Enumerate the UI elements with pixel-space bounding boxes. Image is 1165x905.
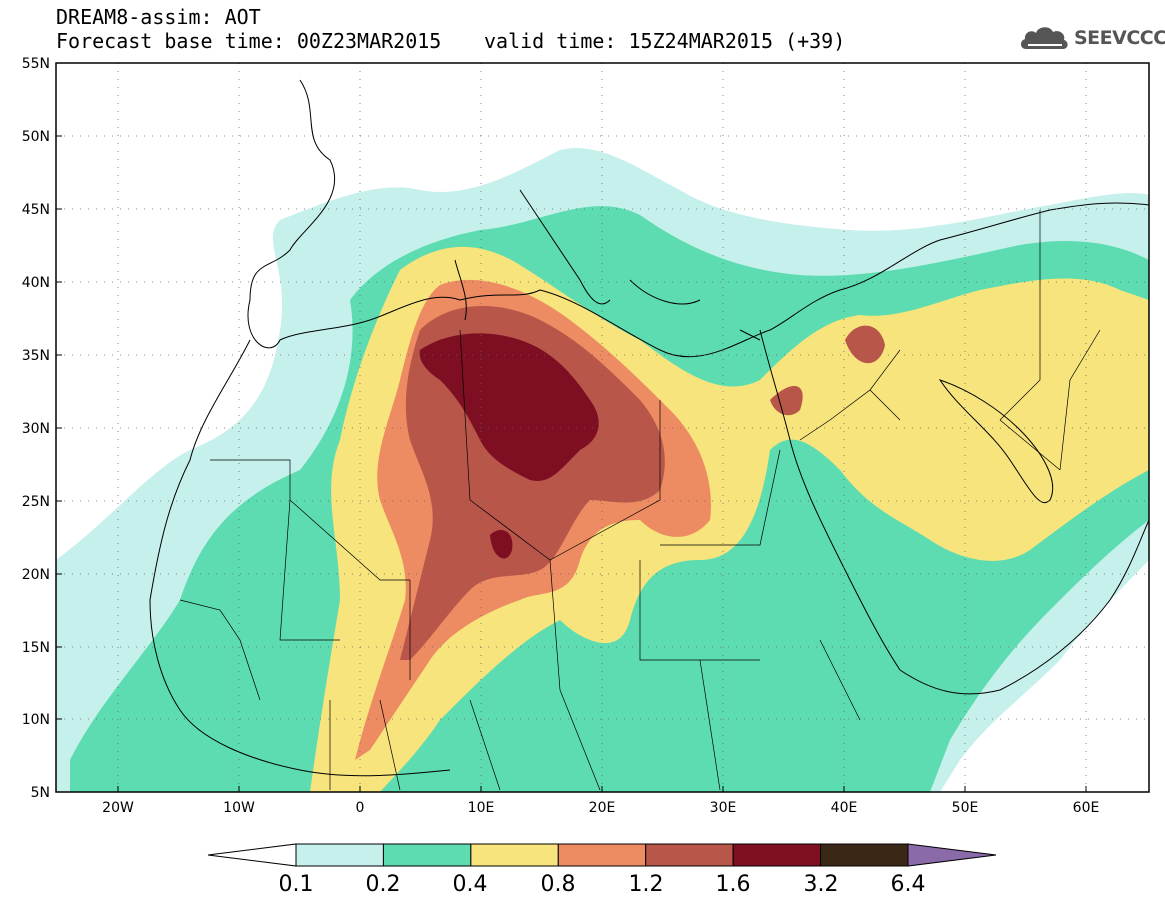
- lon-label: 0: [356, 800, 365, 816]
- seevccc-logo: SEEVCCC: [1018, 22, 1165, 54]
- lat-label: 50N: [22, 129, 50, 145]
- colorbar-swatch: [557, 843, 647, 867]
- aot-band-1.2: [845, 325, 885, 364]
- lat-label: 45N: [22, 202, 50, 218]
- lon-label: 60E: [1073, 800, 1100, 816]
- lat-label: 15N: [22, 640, 50, 656]
- forecast-base-time: Forecast base time: 00Z23MAR2015: [56, 29, 442, 53]
- lat-label: 20N: [22, 567, 50, 583]
- lat-label: 10N: [22, 712, 50, 728]
- colorbar-label: 0.8: [540, 872, 576, 897]
- lon-label: 10W: [223, 800, 255, 816]
- colorbar-swatch: [295, 843, 384, 867]
- latitude-labels: 55N 50N 45N 40N 35N 30N 25N 20N 15N 10N …: [22, 56, 50, 801]
- aot-band-1.6: [490, 530, 513, 559]
- colorbar-swatch: [470, 843, 559, 867]
- aot-band-1.2: [770, 386, 803, 416]
- lon-label: 10E: [468, 800, 495, 816]
- lat-label: 30N: [22, 421, 50, 437]
- lon-label: 50E: [952, 800, 979, 816]
- logo-text: SEEVCCC: [1074, 27, 1165, 49]
- colorbar-label: 1.2: [628, 872, 664, 897]
- colorbar-under-triangle: [207, 843, 297, 867]
- tick-marks: [56, 62, 1087, 792]
- aot-band-1.6: [419, 333, 599, 481]
- longitude-labels: 20W 10W 0 10E 20E 30E 40E 50E 60E: [102, 800, 1099, 816]
- lon-label: 20E: [589, 800, 616, 816]
- lat-label: 55N: [22, 56, 50, 72]
- lat-label: 25N: [22, 494, 50, 510]
- colorbar-label: 0.1: [278, 872, 314, 897]
- country-borders: [179, 210, 1101, 791]
- cloud-icon: [1020, 27, 1068, 49]
- valid-time: valid time: 15Z24MAR2015 (+39): [484, 29, 846, 53]
- colorbar-swatch: [645, 843, 734, 867]
- coastlines: [149, 79, 1149, 777]
- colorbar-swatch: [732, 843, 822, 867]
- lon-label: 20W: [102, 800, 134, 816]
- colorbar: [207, 843, 997, 867]
- colorbar-over-triangle: [907, 843, 997, 867]
- colorbar-swatch: [820, 843, 909, 867]
- colorbar-swatch: [382, 843, 472, 867]
- aot-contours: [56, 148, 1149, 792]
- lat-label: 40N: [22, 275, 50, 291]
- lat-label: 35N: [22, 348, 50, 364]
- lon-label: 30E: [710, 800, 737, 816]
- colorbar-label: 0.4: [452, 872, 488, 897]
- lat-label: 5N: [31, 785, 50, 801]
- colorbar-label: 6.4: [890, 872, 926, 897]
- colorbar-label: 0.2: [365, 872, 401, 897]
- lon-label: 40E: [831, 800, 858, 816]
- colorbar-label: 3.2: [803, 872, 839, 897]
- map-title: DREAM8-assim: AOT: [56, 5, 261, 29]
- colorbar-label: 1.6: [715, 872, 751, 897]
